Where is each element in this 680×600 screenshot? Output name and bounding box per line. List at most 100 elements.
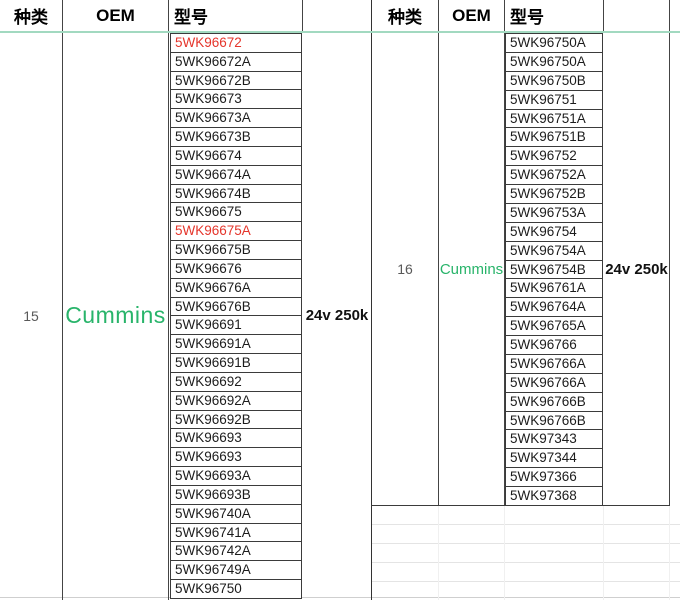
model-cell[interactable]: 5WK97366 (505, 467, 603, 487)
model-cell[interactable]: 5WK96691A (170, 334, 302, 355)
model-cell[interactable]: 5WK96676 (170, 258, 302, 279)
right-header-oem[interactable]: OEM (439, 0, 504, 31)
model-cell[interactable]: 5WK96764A (505, 297, 603, 318)
right-type-cell[interactable]: 16 (372, 33, 438, 505)
model-cell[interactable]: 5WK96692A (170, 390, 302, 411)
table-border (168, 0, 169, 600)
model-cell[interactable]: 5WK96672B (170, 70, 302, 91)
model-cell[interactable]: 5WK96675B (170, 240, 302, 260)
model-cell[interactable]: 5WK96673B (170, 127, 302, 147)
model-cell[interactable]: 5WK96766B (505, 410, 603, 431)
left-header-model[interactable]: 型号 (169, 0, 302, 31)
grid-line (504, 505, 505, 600)
model-cell[interactable]: 5WK96761A (505, 278, 603, 299)
table-border (603, 0, 604, 33)
model-cell[interactable]: 5WK96751A (505, 108, 603, 129)
left-oem-cell[interactable]: Cummins (63, 33, 168, 598)
right-header-model[interactable]: 型号 (505, 0, 603, 31)
model-cell[interactable]: 5WK96675 (170, 202, 302, 223)
model-cell[interactable]: 5WK96750A (505, 51, 603, 72)
left-oem-value: Cummins (65, 302, 166, 328)
right-spec-value: 24v 250k (605, 260, 668, 278)
model-cell[interactable]: 5WK96753A (505, 202, 603, 223)
model-cell[interactable]: 5WK96766 (505, 335, 603, 355)
model-cell[interactable]: 5WK96693A (170, 466, 302, 486)
grid-line (438, 505, 439, 600)
model-cell[interactable]: 5WK96675A (170, 221, 302, 242)
model-cell[interactable]: 5WK96674B (170, 183, 302, 204)
model-cell[interactable]: 5WK97368 (505, 486, 603, 506)
model-cell[interactable]: 5WK96750A (505, 33, 603, 53)
model-cell[interactable]: 5WK96674 (170, 145, 302, 166)
right-oem-cell[interactable]: Cummins (439, 33, 504, 505)
grid-line (603, 505, 604, 600)
right-type-value: 16 (397, 261, 413, 277)
model-cell[interactable]: 5WK96672A (170, 51, 302, 72)
model-cell[interactable]: 5WK96754A (505, 240, 603, 261)
model-cell[interactable]: 5WK96754 (505, 221, 603, 242)
right-header-model-label: 型号 (510, 8, 544, 27)
model-cell[interactable]: 5WK96752 (505, 146, 603, 167)
table-border (438, 0, 439, 505)
grid-line (371, 543, 680, 544)
model-cell[interactable]: 5WK97344 (505, 448, 603, 469)
model-cell[interactable]: 5WK96740A (170, 503, 302, 524)
grid-line (371, 562, 680, 563)
model-cell[interactable]: 5WK96692B (170, 409, 302, 430)
table-border (371, 0, 372, 600)
right-model-list: 5WK96750A 5WK96750A 5WK96750B 5WK96751 5WK96… (505, 33, 603, 506)
left-header-type-label: 种类 (14, 8, 48, 27)
model-cell[interactable]: 5WK96691B (170, 353, 302, 373)
left-model-list: 5WK96672 5WK96672A 5WK96672B 5WK96673 5WK966… (170, 33, 302, 599)
model-cell[interactable]: 5WK96766A (505, 353, 603, 374)
left-spec-value: 24v 250k (305, 307, 369, 324)
model-cell[interactable]: 5WK96752A (505, 165, 603, 185)
model-cell[interactable]: 5WK96741A (170, 522, 302, 543)
model-cell[interactable]: 5WK96754B (505, 259, 603, 280)
model-cell[interactable]: 5WK97343 (505, 429, 603, 450)
left-header-oem[interactable]: OEM (63, 0, 168, 31)
right-header-type[interactable]: 种类 (372, 0, 438, 31)
left-header-type[interactable]: 种类 (0, 0, 62, 31)
left-type-value: 15 (23, 307, 39, 324)
model-cell[interactable]: 5WK96752B (505, 184, 603, 204)
header-accent-line (0, 31, 680, 33)
right-oem-value: Cummins (439, 260, 504, 278)
grid-line (371, 524, 680, 525)
table-border (62, 0, 63, 600)
left-spec-cell[interactable]: 24v 250k (303, 33, 371, 598)
model-cell[interactable]: 5WK96766B (505, 391, 603, 412)
grid-line (669, 505, 670, 600)
model-cell[interactable]: 5WK96674A (170, 164, 302, 185)
model-cell[interactable]: 5WK96742A (170, 541, 302, 562)
model-cell[interactable]: 5WK96676A (170, 277, 302, 298)
model-cell[interactable]: 5WK96766A (505, 372, 603, 393)
table-border (302, 0, 303, 33)
model-cell[interactable]: 5WK96673 (170, 89, 302, 110)
model-cell[interactable]: 5WK96673A (170, 108, 302, 129)
left-type-cell[interactable]: 15 (0, 33, 62, 598)
model-cell[interactable]: 5WK96750 (170, 579, 302, 599)
model-cell[interactable]: 5WK96751 (505, 89, 603, 110)
right-header-type-label: 种类 (388, 8, 422, 27)
model-cell[interactable]: 5WK96692 (170, 371, 302, 392)
model-cell[interactable]: 5WK96691 (170, 315, 302, 336)
left-header-oem-label: OEM (96, 5, 135, 25)
model-cell[interactable]: 5WK96676B (170, 296, 302, 317)
model-cell[interactable]: 5WK96693 (170, 428, 302, 449)
model-cell[interactable]: 5WK96765A (505, 316, 603, 336)
model-cell[interactable]: 5WK96672 (170, 33, 302, 53)
grid-line (0, 597, 680, 598)
model-cell[interactable]: 5WK96693B (170, 484, 302, 505)
model-cell[interactable]: 5WK96693 (170, 447, 302, 468)
table-border (504, 0, 505, 505)
grid-line (371, 581, 680, 582)
right-header-oem-label: OEM (452, 5, 491, 25)
right-spec-cell[interactable]: 24v 250k (604, 33, 669, 505)
left-header-model-label: 型号 (174, 8, 208, 27)
table-border (669, 0, 670, 505)
model-cell[interactable]: 5WK96751B (505, 127, 603, 148)
model-cell[interactable]: 5WK96749A (170, 560, 302, 581)
model-cell[interactable]: 5WK96750B (505, 70, 603, 91)
